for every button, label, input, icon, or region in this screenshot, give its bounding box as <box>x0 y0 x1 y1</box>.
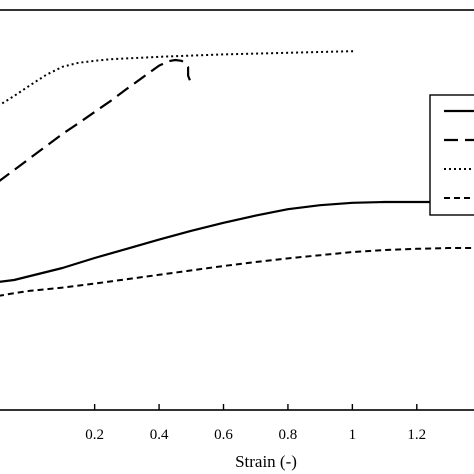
x-tick-label: 0.2 <box>85 427 104 443</box>
series-line-solid <box>0 200 474 283</box>
x-axis-title: Strain (-) <box>235 452 297 471</box>
x-tick-label: 0.4 <box>150 427 169 443</box>
series-line-long-dash <box>0 58 193 182</box>
series-line-dotted <box>0 50 356 106</box>
plot-frame <box>0 9 474 411</box>
series-layer <box>0 50 474 297</box>
legend <box>429 94 474 216</box>
x-tick-label: 1.2 <box>407 427 426 443</box>
legend-box <box>429 94 474 216</box>
x-tick-label: 1 <box>349 427 357 443</box>
series-line-short-dash <box>0 247 474 297</box>
x-tick-label: 0.8 <box>279 427 298 443</box>
x-tick-label: 0.6 <box>214 427 233 443</box>
x-axis-ticks: 0.2 0.4 0.6 0.8 1 1.2 <box>85 404 426 443</box>
